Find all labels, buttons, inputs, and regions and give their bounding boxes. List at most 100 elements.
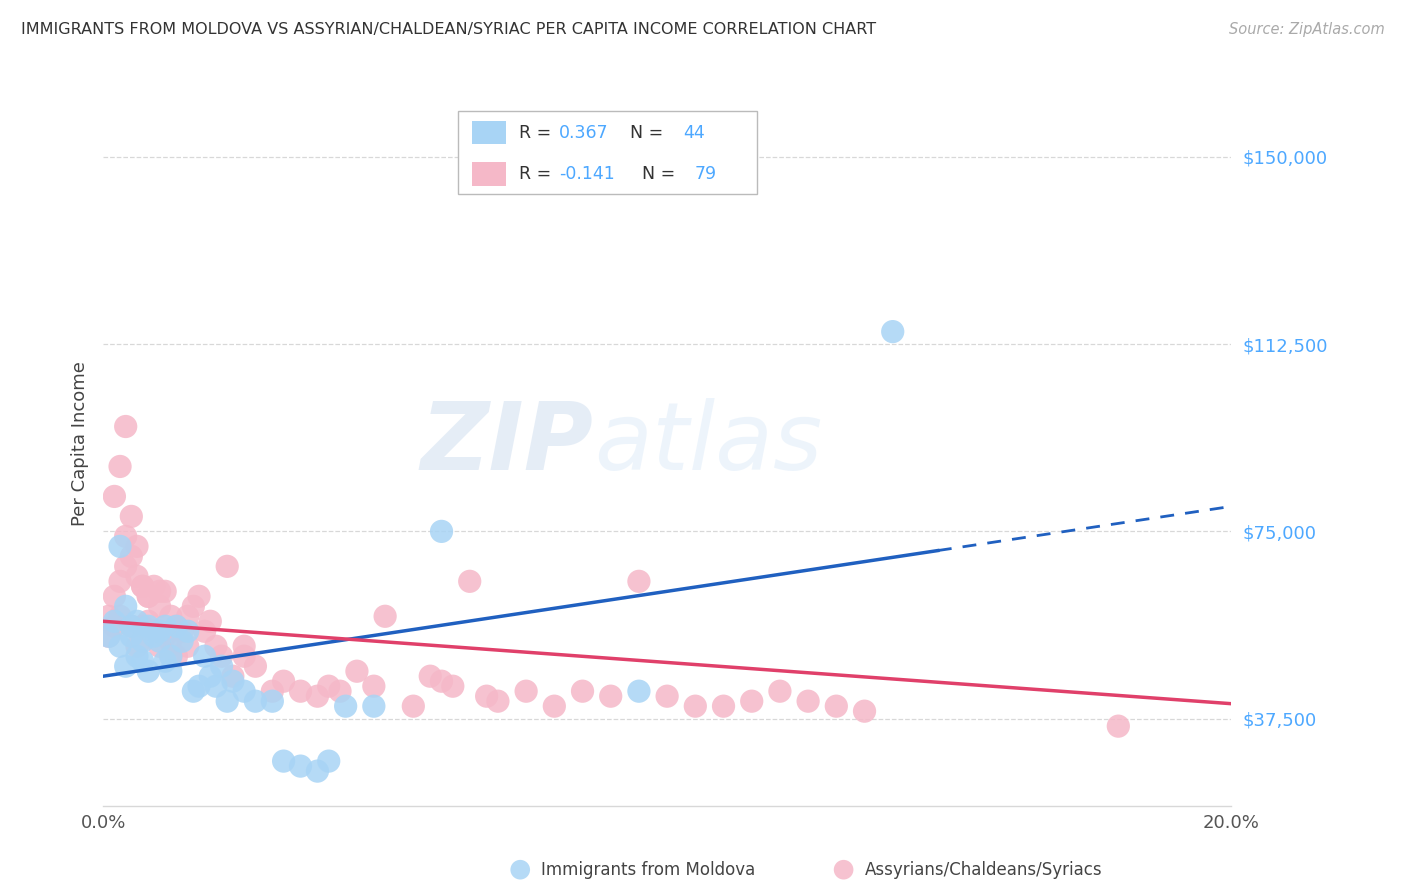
Text: -0.141: -0.141 — [558, 165, 614, 183]
Point — [153, 584, 176, 599]
Point — [194, 624, 217, 639]
Point — [177, 624, 200, 639]
Y-axis label: Per Capita Income: Per Capita Income — [72, 361, 89, 526]
Text: IMMIGRANTS FROM MOLDOVA VS ASSYRIAN/CHALDEAN/SYRIAC PER CAPITA INCOME CORRELATIO: IMMIGRANTS FROM MOLDOVA VS ASSYRIAN/CHAL… — [21, 22, 876, 37]
Point — [131, 634, 153, 648]
Point — [290, 684, 312, 698]
Point — [114, 529, 136, 543]
Point — [159, 664, 181, 678]
Point — [363, 699, 385, 714]
Text: atlas: atlas — [593, 399, 823, 490]
Point — [148, 634, 170, 648]
Point — [273, 674, 295, 689]
Point — [200, 615, 222, 629]
Point — [273, 754, 295, 768]
Point — [245, 659, 267, 673]
Point — [515, 684, 537, 698]
Point — [148, 639, 170, 653]
Point — [148, 624, 170, 639]
Text: 79: 79 — [695, 165, 716, 183]
Point — [853, 704, 876, 718]
Point — [136, 590, 159, 604]
Point — [262, 694, 284, 708]
Point — [136, 664, 159, 678]
Point — [142, 624, 165, 639]
Point — [159, 634, 181, 648]
Point — [97, 609, 120, 624]
Point — [222, 674, 245, 689]
Point — [136, 615, 159, 629]
Point — [769, 684, 792, 698]
Point — [103, 490, 125, 504]
Point — [1107, 719, 1129, 733]
Point — [205, 679, 228, 693]
Point — [136, 590, 159, 604]
Text: Assyrians/Chaldeans/Syriacs: Assyrians/Chaldeans/Syriacs — [865, 861, 1102, 879]
Point — [458, 574, 481, 589]
Point — [131, 654, 153, 668]
Text: Source: ZipAtlas.com: Source: ZipAtlas.com — [1229, 22, 1385, 37]
Point — [194, 649, 217, 664]
Point — [183, 599, 205, 614]
Point — [233, 684, 256, 698]
Text: R =: R = — [519, 165, 557, 183]
Point — [825, 699, 848, 714]
Point — [211, 649, 233, 664]
Point — [222, 669, 245, 683]
Point — [441, 679, 464, 693]
Point — [211, 659, 233, 673]
Point — [627, 574, 650, 589]
Point — [103, 619, 125, 633]
Text: ZIP: ZIP — [420, 398, 593, 490]
Point — [120, 619, 142, 633]
Point — [108, 459, 131, 474]
Point — [120, 629, 142, 643]
Point — [108, 574, 131, 589]
Point — [120, 509, 142, 524]
FancyBboxPatch shape — [458, 111, 758, 194]
Point — [142, 629, 165, 643]
Point — [125, 540, 148, 554]
Point — [148, 584, 170, 599]
Point — [159, 649, 181, 664]
Point — [290, 759, 312, 773]
Point — [374, 609, 396, 624]
Point — [120, 619, 142, 633]
Point — [131, 619, 153, 633]
Point — [685, 699, 707, 714]
Point — [430, 674, 453, 689]
Point — [153, 619, 176, 633]
Point — [153, 629, 176, 643]
Point — [114, 559, 136, 574]
Point — [217, 559, 239, 574]
Point — [114, 659, 136, 673]
Point — [177, 639, 200, 653]
Point — [108, 609, 131, 624]
Point — [475, 689, 498, 703]
Point — [177, 609, 200, 624]
Point — [97, 629, 120, 643]
Point — [188, 590, 211, 604]
Point — [329, 684, 352, 698]
Text: Immigrants from Moldova: Immigrants from Moldova — [541, 861, 755, 879]
Point — [599, 689, 621, 703]
Point — [543, 699, 565, 714]
Point — [200, 669, 222, 683]
Point — [797, 694, 820, 708]
Point — [233, 649, 256, 664]
Point — [363, 679, 385, 693]
Point — [97, 629, 120, 643]
Point — [159, 609, 181, 624]
Point — [571, 684, 593, 698]
Point — [486, 694, 509, 708]
Point — [172, 634, 194, 648]
Point — [741, 694, 763, 708]
Point — [165, 649, 187, 664]
Bar — [472, 162, 506, 186]
Point — [165, 619, 187, 633]
Point — [120, 549, 142, 564]
Text: 44: 44 — [683, 123, 704, 142]
Point — [148, 599, 170, 614]
Point — [245, 694, 267, 708]
Point — [125, 569, 148, 583]
